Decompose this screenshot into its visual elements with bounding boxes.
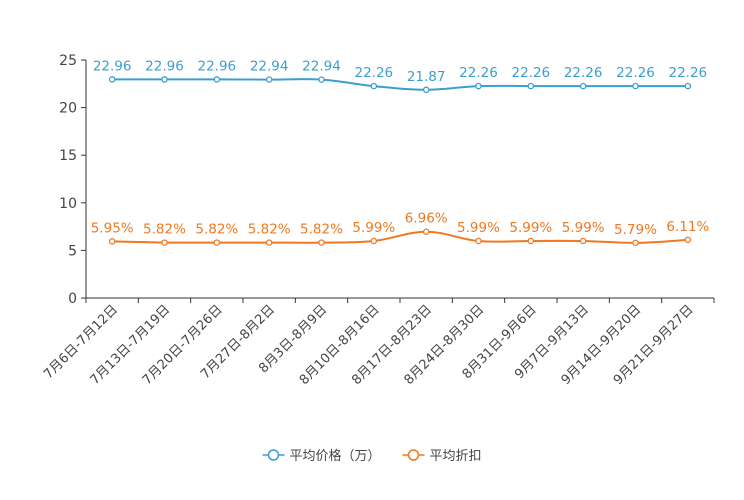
series-2-data-label: 5.95% [91, 220, 134, 236]
series-1-point[interactable] [213, 76, 221, 83]
series-1-data-label: 22.94 [250, 59, 289, 75]
series-line-2 [112, 230, 688, 244]
series-layer [108, 76, 692, 247]
series-2-data-label: 5.99% [562, 220, 605, 236]
series-1-data-label: 22.26 [669, 65, 708, 81]
series-1-point[interactable] [370, 82, 378, 90]
series-1-data-label: 22.96 [145, 58, 184, 74]
series-2-data-label: 5.99% [457, 220, 500, 236]
y-tick-label: 20 [59, 101, 77, 117]
legend-marker-icon [407, 449, 420, 461]
series-2-data-label: 5.82% [248, 222, 291, 238]
series-2-data-label: 5.82% [195, 222, 238, 238]
series-1-data-label: 22.26 [355, 65, 394, 81]
legend[interactable]: 平均价格（万） 平均折扣 [262, 448, 482, 464]
series-1-data-label: 21.87 [407, 69, 446, 85]
series-2-data-label: 5.99% [509, 220, 552, 236]
series-line-1 [112, 78, 688, 91]
series-2-point[interactable] [422, 228, 430, 235]
data-labels: 22.96 22.96 22.96 22.94 22.94 22.26 21.87 22.26… [91, 58, 710, 237]
series-2-data-label: 5.79% [614, 222, 657, 238]
series-1-data-label: 22.26 [459, 65, 498, 81]
series-2-data-label: 5.82% [300, 222, 343, 238]
legend-marker-icon [267, 449, 280, 461]
series-2-point[interactable] [527, 237, 535, 245]
series-1-point[interactable] [527, 82, 535, 90]
legend-label: 平均折扣 [430, 449, 482, 464]
series-1-point[interactable] [265, 76, 273, 83]
series-1-point[interactable] [632, 82, 639, 90]
series-2-point[interactable] [684, 236, 692, 244]
series-2-point[interactable] [213, 239, 221, 246]
series-1-data-label: 22.26 [564, 65, 603, 81]
series-1-data-label: 22.26 [512, 65, 551, 81]
series-2-point[interactable] [370, 237, 378, 245]
series-1-point[interactable] [475, 82, 482, 90]
y-tick-label: 5 [68, 243, 77, 259]
series-1-point[interactable] [108, 76, 116, 83]
y-tick-label: 10 [59, 196, 77, 212]
series-2-point[interactable] [475, 237, 482, 245]
series-1-point[interactable] [684, 82, 692, 90]
series-1-data-label: 22.96 [93, 58, 132, 74]
series-2-data-label: 5.99% [352, 220, 395, 236]
legend-label: 平均价格（万） [289, 448, 380, 464]
series-1-data-label: 22.26 [616, 65, 655, 81]
series-2-point[interactable] [579, 237, 587, 245]
series-1-point[interactable] [422, 86, 430, 94]
y-tick-label: 15 [59, 148, 77, 164]
series-2-point[interactable] [108, 238, 116, 245]
series-2-data-label: 6.11% [666, 219, 709, 235]
y-tick-label: 0 [68, 291, 77, 307]
series-2-point[interactable] [318, 239, 325, 246]
series-1-point[interactable] [579, 82, 587, 90]
series-2-data-label: 6.96% [405, 211, 448, 227]
legend-item-2[interactable]: 平均折扣 [402, 449, 482, 464]
series-1-point[interactable] [318, 76, 325, 83]
series-1-data-label: 22.94 [302, 59, 341, 75]
legend-item-1[interactable]: 平均价格（万） [262, 448, 381, 464]
series-2-point[interactable] [161, 239, 168, 246]
series-1-data-label: 22.96 [198, 58, 237, 74]
series-2-data-label: 5.82% [143, 222, 186, 238]
series-2-point[interactable] [265, 239, 273, 246]
series-1-point[interactable] [161, 76, 168, 83]
series-2-point[interactable] [632, 239, 639, 247]
y-tick-label: 25 [59, 53, 77, 69]
